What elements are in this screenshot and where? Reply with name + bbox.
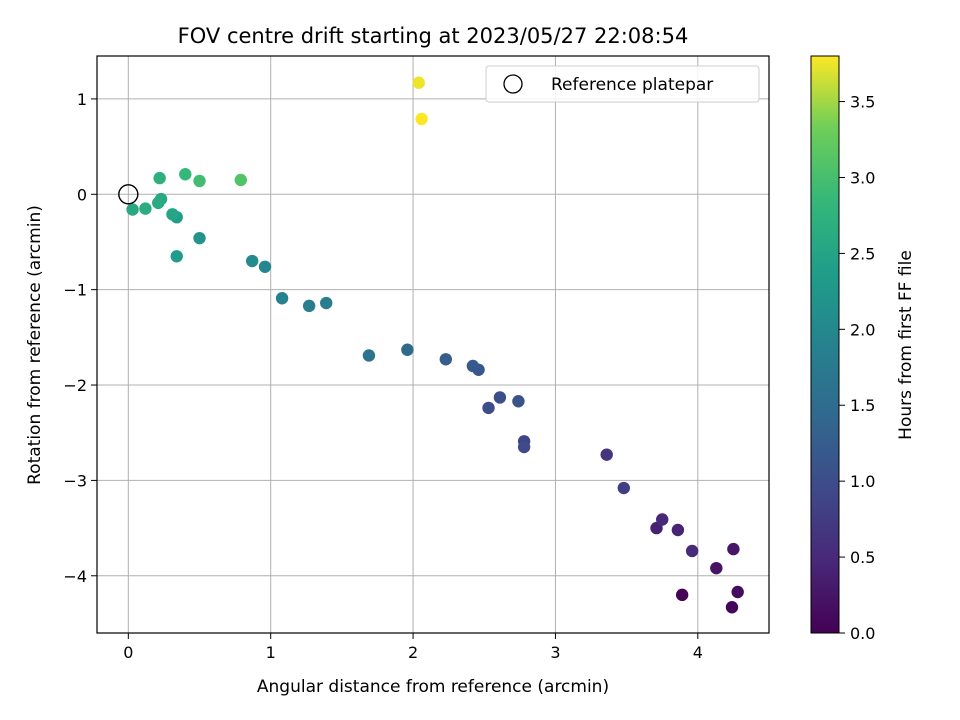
x-tick-label: 0 [123,643,133,662]
colorbar: 0.0 0.5 1.0 1.5 2.0 2.5 3.0 3.5 Hours from firs… [810,55,916,643]
x-axis-label: Angular distance from reference (arcmin) [257,677,609,697]
data-point [493,391,507,404]
legend: Reference platepar [485,65,760,103]
data-point [153,171,166,185]
y-tick-label: 1 [77,90,87,109]
data-point [675,588,689,602]
data-point [710,561,723,575]
data-point [166,208,179,221]
y-tick-label: 0 [77,185,87,204]
y-tick-label: −2 [63,376,87,395]
grid [97,56,769,633]
data-point [600,448,613,461]
data-point [234,173,247,187]
data-points [126,76,744,614]
colorbar-tick-label: 1.0 [850,472,875,491]
data-point [193,174,206,188]
legend-entry-reference: Reference platepar [551,75,713,95]
legend-reference-marker [503,74,523,94]
data-point [671,523,685,537]
legend-box [485,65,760,103]
reference-platepar-marker [118,184,139,205]
data-point [517,440,531,454]
data-point [126,203,139,216]
y-axis-label: Rotation from reference (arcmin) [25,205,45,485]
data-point [170,250,183,263]
data-point [245,254,259,268]
y-axis-ticks: −4 −3 −2 −1 0 1 [63,90,97,586]
data-point [193,231,206,245]
data-point [439,353,453,366]
data-point [415,112,428,126]
data-point [412,76,425,89]
data-point [320,296,333,310]
data-point [401,343,414,356]
x-tick-label: 1 [266,643,276,662]
data-point [362,349,376,362]
colorbar-tick-label: 0.0 [850,624,875,643]
x-axis-ticks: 0 1 2 3 4 [123,633,703,662]
colorbar-ticks: 0.0 0.5 1.0 1.5 2.0 2.5 3.0 3.5 [839,93,875,643]
data-point [179,168,192,181]
data-point [685,544,699,558]
data-point [656,513,669,526]
data-point [258,260,272,273]
x-tick-label: 2 [408,643,418,662]
colorbar-gradient [810,55,840,634]
y-tick-label: −4 [63,567,87,586]
chart-title: FOV centre drift starting at 2023/05/27 … [178,24,689,48]
data-point [617,481,630,495]
data-point [512,395,525,408]
y-tick-label: −1 [63,281,87,300]
colorbar-tick-label: 1.5 [850,396,875,415]
colorbar-label: Hours from first FF file [896,250,916,440]
data-point [731,585,744,599]
data-point [302,299,316,313]
plot-frame [96,55,770,634]
colorbar-tick-label: 0.5 [850,548,875,567]
data-point [725,601,739,614]
x-tick-label: 3 [550,643,560,662]
data-point [482,401,495,415]
reference-marker-layer [118,184,139,205]
colorbar-tick-label: 3.5 [850,93,875,112]
data-point [139,202,152,215]
x-tick-label: 4 [693,643,703,662]
data-point [152,196,165,210]
y-tick-label: −3 [63,471,87,490]
data-point [275,292,289,305]
colorbar-tick-label: 3.0 [850,168,875,187]
data-point [727,542,740,556]
colorbar-tick-label: 2.5 [850,244,875,263]
colorbar-tick-label: 2.0 [850,320,875,339]
data-point [466,359,480,373]
